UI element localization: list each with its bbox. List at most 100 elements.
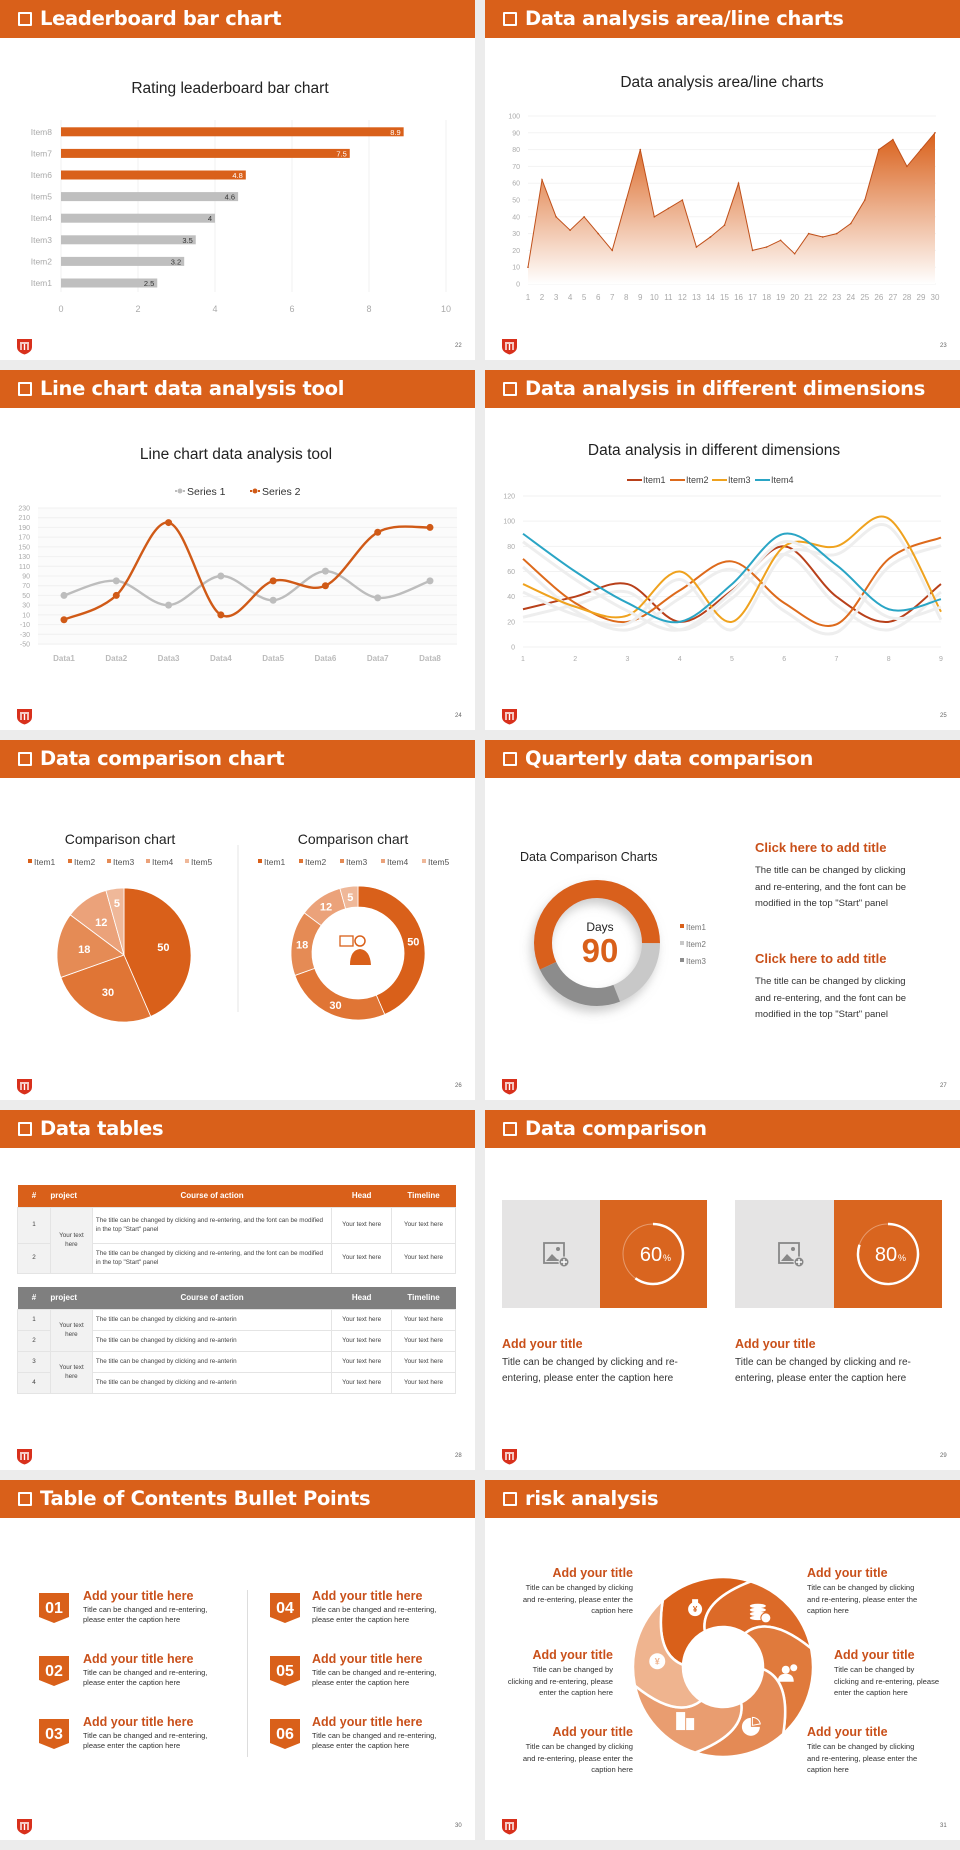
- progress-value: 60: [640, 1244, 662, 1266]
- image-placeholder[interactable]: [502, 1200, 600, 1308]
- legend-label: Item2: [74, 857, 96, 867]
- slide-header: Data tables: [0, 1110, 475, 1148]
- image-placeholder[interactable]: [735, 1200, 834, 1308]
- body-line: please enter the caption here: [312, 1615, 410, 1624]
- risk-title[interactable]: Add your title: [807, 1725, 888, 1739]
- card-title[interactable]: Add your title: [735, 1337, 816, 1351]
- item-title[interactable]: Add your title here: [312, 1715, 423, 1729]
- slide-quarterly-comparison[interactable]: Quarterly data comparison Data Compariso…: [485, 740, 960, 1100]
- slide-toc-bullets[interactable]: Table of Contents Bullet Points 30 01 Add…: [0, 1480, 475, 1840]
- block-title[interactable]: Click here to add title: [755, 951, 887, 966]
- risk-title[interactable]: Add your title: [552, 1725, 633, 1739]
- legend-label: Item2: [686, 940, 707, 949]
- data-point: [934, 132, 936, 134]
- body-line: Title can be changed by: [834, 1665, 915, 1674]
- category-label: Item7: [31, 148, 53, 158]
- legend-swatch: [680, 958, 684, 962]
- x-tick-label: 24: [846, 293, 855, 302]
- slide-leaderboard-bar-chart[interactable]: Leaderboard bar chart Rating leaderboard…: [0, 0, 475, 360]
- data-label: 3.5: [182, 236, 192, 245]
- data-point: [217, 572, 225, 580]
- data-point: [374, 528, 382, 536]
- x-tick-label: 13: [692, 293, 701, 302]
- pie-slice: [60, 954, 152, 1023]
- x-tick-label: 21: [804, 293, 813, 302]
- x-tick-label: 12: [678, 293, 687, 302]
- page-number: 27: [940, 1083, 947, 1089]
- plus: [796, 1259, 802, 1265]
- badge-number: 01: [45, 1600, 63, 1617]
- y-tick-label: 0: [516, 282, 520, 289]
- column-header: Course of action: [180, 1191, 244, 1201]
- head: [354, 935, 366, 947]
- item-title[interactable]: Add your title here: [83, 1589, 194, 1603]
- item-title[interactable]: Add your title here: [312, 1652, 423, 1666]
- dollar-coin: [760, 1612, 772, 1624]
- category-label: Item8: [31, 127, 53, 137]
- number-badge: 06: [270, 1719, 300, 1749]
- x-tick-label: Data3: [158, 654, 180, 663]
- project-cell: Your text here: [49, 1206, 93, 1274]
- data-point: [269, 596, 277, 604]
- y-tick-label: -50: [20, 642, 30, 649]
- slide-comparison-pies[interactable]: Data comparison chart Comparison chart C…: [0, 740, 475, 1100]
- body-line: please enter the caption here: [83, 1741, 181, 1750]
- y-tick-label: 30: [22, 603, 30, 610]
- item-title[interactable]: Add your title here: [83, 1652, 194, 1666]
- table-row[interactable]: 1 Your text here The title can be changed …: [17, 1308, 456, 1352]
- legend-swatch: [68, 859, 72, 863]
- item-title[interactable]: Add your title here: [312, 1589, 423, 1603]
- body: [777, 1673, 794, 1682]
- legend-label: Item4: [387, 857, 409, 867]
- data-point: [597, 232, 599, 235]
- data-point: [555, 216, 557, 218]
- slide-multi-line-chart[interactable]: Data analysis in different dimensions Da…: [485, 370, 960, 730]
- body-line: The title can be changed by clicking: [755, 865, 906, 876]
- pie: [741, 1717, 760, 1736]
- table-row[interactable]: 2 The title can be changed by clicking an…: [17, 1242, 456, 1274]
- pie-chart-title: Comparison chart: [64, 831, 176, 847]
- risk-cycle-diagram: ¥¥: [631, 1575, 815, 1759]
- slice-label: 5: [347, 892, 353, 904]
- legend-swatch: [340, 859, 344, 863]
- risk-title[interactable]: Add your title: [552, 1566, 633, 1580]
- checkbox-icon: [503, 1492, 517, 1506]
- item-title[interactable]: Add your title here: [83, 1715, 194, 1729]
- series-shadow: [522, 523, 943, 632]
- risk-title[interactable]: Add your title: [807, 1566, 888, 1580]
- y-tick-label: 20: [512, 248, 520, 255]
- y-tick-label: 40: [512, 214, 520, 221]
- series-shadow: [522, 540, 942, 632]
- row-number: 4: [17, 1371, 51, 1394]
- risk-body: Title can be changed by clicking and re-e…: [834, 1664, 949, 1699]
- y-tick-label: 50: [512, 198, 520, 205]
- body-line: Title can be changed by clicking: [525, 1742, 633, 1751]
- slide-line-chart[interactable]: Line chart data analysis tool Line chart…: [0, 370, 475, 730]
- legend-label: Item3: [346, 857, 368, 867]
- table-row[interactable]: 3 Your text here The title can be changed …: [17, 1350, 456, 1394]
- badge-shape: [270, 1656, 300, 1686]
- badge-shape: [270, 1593, 300, 1623]
- item-body: Title can be changed and re-entering, ple…: [312, 1731, 436, 1751]
- slide-area-chart[interactable]: Data analysis area/line charts Data anal…: [485, 0, 960, 360]
- table-row[interactable]: 1 Your text here The title can be changed …: [17, 1206, 456, 1274]
- table-row[interactable]: 4 The title can be changed by clicking an…: [17, 1371, 456, 1394]
- risk-title[interactable]: Add your title: [834, 1648, 915, 1662]
- slice-label: 30: [329, 1000, 341, 1012]
- page-number: 31: [940, 1823, 947, 1829]
- slide-data-tables[interactable]: Data tables 28 # project Course of action H…: [0, 1110, 475, 1470]
- legend-swatch: [680, 941, 684, 945]
- donut-segment: [613, 943, 660, 1002]
- column-header: Course of action: [180, 1293, 244, 1303]
- badge-number: 03: [45, 1726, 63, 1743]
- block-title[interactable]: Click here to add title: [755, 840, 887, 855]
- slide-data-comparison[interactable]: Data comparison 60% 80% Add your title Ti…: [485, 1110, 960, 1470]
- progress-panel: [600, 1200, 707, 1308]
- slide-risk-analysis[interactable]: risk analysis ¥ ¥ 31 Add your title Title …: [485, 1480, 960, 1840]
- x-tick-label: 3: [626, 656, 630, 663]
- course-cell: The title can be changed by clicking and…: [91, 1329, 333, 1352]
- y-tick-label: 60: [507, 569, 515, 576]
- card-title[interactable]: Add your title: [502, 1337, 583, 1351]
- risk-title[interactable]: Add your title: [532, 1648, 613, 1662]
